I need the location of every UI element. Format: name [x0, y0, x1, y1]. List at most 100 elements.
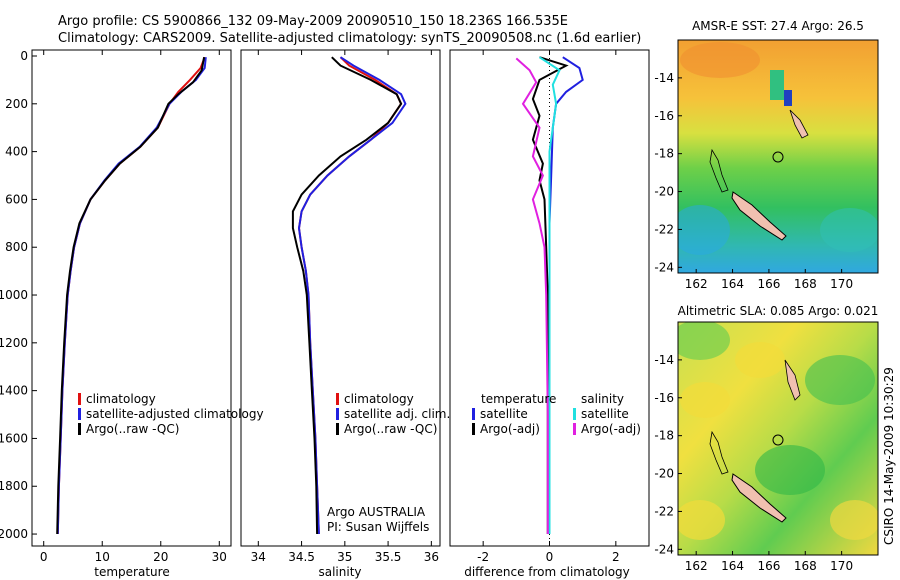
map-y-tick-label: -18	[654, 147, 674, 161]
difference-lines	[515, 50, 584, 546]
sla-low-patch	[755, 445, 825, 495]
legend-swatch-satellite-adjusted	[78, 408, 81, 420]
map-x-tick-label: 164	[721, 559, 744, 573]
y-tick-label: 1000	[0, 288, 28, 302]
legend-swatch-argo	[78, 423, 81, 435]
sla-map-ticks: 162 164 166 168 170 -14 -16 -18 -20 -22 -24	[654, 353, 853, 573]
legend-swatch-argo	[336, 423, 339, 435]
new-caledonia-outline	[731, 473, 787, 523]
map-x-tick-label: 166	[757, 559, 780, 573]
legend-label-temp-argo: Argo(-adj)	[480, 422, 540, 436]
legend-label-temp-satellite: satellite	[480, 407, 528, 421]
sst-cool-patch	[820, 208, 878, 252]
sla-low-patch	[805, 355, 875, 405]
temperature-legend: climatology satellite-adjusted climatolo…	[78, 392, 264, 436]
sst-map-panel: AMSR-E SST: 27.4 Argo: 26.5	[654, 19, 879, 291]
sla-high-patch	[678, 500, 725, 540]
x-tick-label: 0	[40, 550, 48, 564]
vanuatu-islands	[784, 359, 801, 401]
y-tick-label: 0	[20, 49, 28, 63]
legend-label-sal-satellite: satellite	[581, 407, 629, 421]
legend-swatch-satellite-adj	[336, 408, 339, 420]
legend-label-sal-argo: Argo(-adj)	[581, 422, 641, 436]
sla-map-panel: Altimetric SLA: 0.085 Argo: 0.021 162 164…	[654, 304, 879, 573]
map-x-tick-label: 164	[721, 277, 744, 291]
sla-map-frame	[677, 321, 879, 556]
float-position-marker	[772, 151, 784, 163]
salinity-ticks: 34 34.5 35 35.5 36	[251, 50, 439, 564]
x-tick-label: 2	[612, 550, 620, 564]
legend-title-temperature: temperature	[481, 392, 556, 406]
sst-warm-patch	[680, 42, 760, 78]
timestamp-stamp: CSIRO 14-May-2009 10:30:29	[882, 367, 896, 545]
sst-map-frame	[677, 39, 879, 274]
map-x-tick-label: 168	[794, 277, 817, 291]
pi-label: PI: Susan Wijffels	[327, 520, 429, 534]
new-caledonia-outline	[731, 191, 787, 241]
map-x-tick-label: 166	[757, 277, 780, 291]
temperature-panel: 0 10 20 30 0 200 400 600 800 1000 1200 1400 1600 1800…	[0, 49, 264, 579]
y-tick-label: 200	[5, 97, 28, 111]
series-line	[56, 56, 206, 535]
y-tick-label: 600	[5, 192, 28, 206]
temperature-lines	[56, 56, 207, 535]
map-y-tick-label: -18	[654, 429, 674, 443]
x-tick-label: 20	[153, 550, 168, 564]
sst-pixel-block	[770, 70, 784, 100]
map-x-tick-label: 168	[794, 559, 817, 573]
map-x-tick-label: 162	[685, 559, 708, 573]
y-tick-label: 1800	[0, 479, 28, 493]
title-line-2: Climatology: CARS2009. Satellite-adjuste…	[58, 31, 641, 46]
vanuatu-islands	[789, 109, 809, 139]
legend-title-salinity: salinity	[581, 392, 624, 406]
series-line	[56, 57, 206, 535]
map-y-tick-label: -16	[654, 109, 674, 123]
y-tick-label: 1400	[0, 384, 28, 398]
sst-features	[678, 42, 878, 255]
map-x-tick-label: 170	[830, 559, 853, 573]
y-tick-label: 800	[5, 240, 28, 254]
map-y-tick-label: -14	[654, 353, 674, 367]
x-tick-label: 35	[337, 550, 352, 564]
difference-xlabel: difference from climatology	[464, 565, 630, 579]
sst-map-ticks: 162 164 166 168 170 -14 -16 -18 -20 -22 -24	[654, 71, 853, 291]
series-line	[56, 57, 207, 535]
map-y-tick-label: -20	[654, 467, 674, 481]
salinity-axes-frame	[240, 49, 441, 547]
legend-swatch-sal-argo	[573, 423, 576, 435]
map-y-tick-label: -24	[654, 542, 674, 556]
map-x-tick-label: 162	[685, 277, 708, 291]
series-line	[548, 56, 584, 534]
legend-swatch-temp-argo	[472, 423, 475, 435]
salinity-legend: climatology satellite adj. clim. Argo(..…	[336, 392, 450, 436]
legend-label-satellite-adjusted: satellite-adjusted climatology	[86, 407, 264, 421]
sla-features	[678, 322, 878, 540]
map-y-tick-label: -22	[654, 504, 674, 518]
salinity-panel: 34 34.5 35 35.5 36 salinity climatology sate…	[240, 49, 450, 579]
sla-high-patch	[680, 382, 730, 418]
x-tick-label: -2	[477, 550, 489, 564]
legend-label-climatology: climatology	[344, 392, 414, 406]
legend-label-argo: Argo(..raw -QC)	[86, 422, 179, 436]
title-line-1: Argo profile: CS 5900866_132 09-May-2009…	[58, 14, 568, 29]
reef-outline	[709, 430, 729, 475]
legend-label-satellite-adj: satellite adj. clim.	[344, 407, 450, 421]
temperature-xlabel: temperature	[94, 565, 169, 579]
series-line	[531, 56, 569, 534]
map-y-tick-label: -14	[654, 71, 674, 85]
sla-high-patch	[830, 500, 878, 540]
map-y-tick-label: -20	[654, 185, 674, 199]
legend-label-climatology: climatology	[86, 392, 156, 406]
legend-swatch-temp-satellite	[472, 408, 475, 420]
map-y-tick-label: -22	[654, 222, 674, 236]
x-tick-label: 35.5	[375, 550, 402, 564]
y-tick-label: 2000	[0, 527, 28, 541]
sla-map-title: Altimetric SLA: 0.085 Argo: 0.021	[678, 304, 879, 318]
y-tick-label: 400	[5, 145, 28, 159]
salinity-lines	[291, 56, 407, 535]
legend-label-argo: Argo(..raw -QC)	[344, 422, 437, 436]
x-tick-label: 34	[251, 550, 266, 564]
legend-swatch-sal-satellite	[573, 408, 576, 420]
map-y-tick-label: -24	[654, 260, 674, 274]
